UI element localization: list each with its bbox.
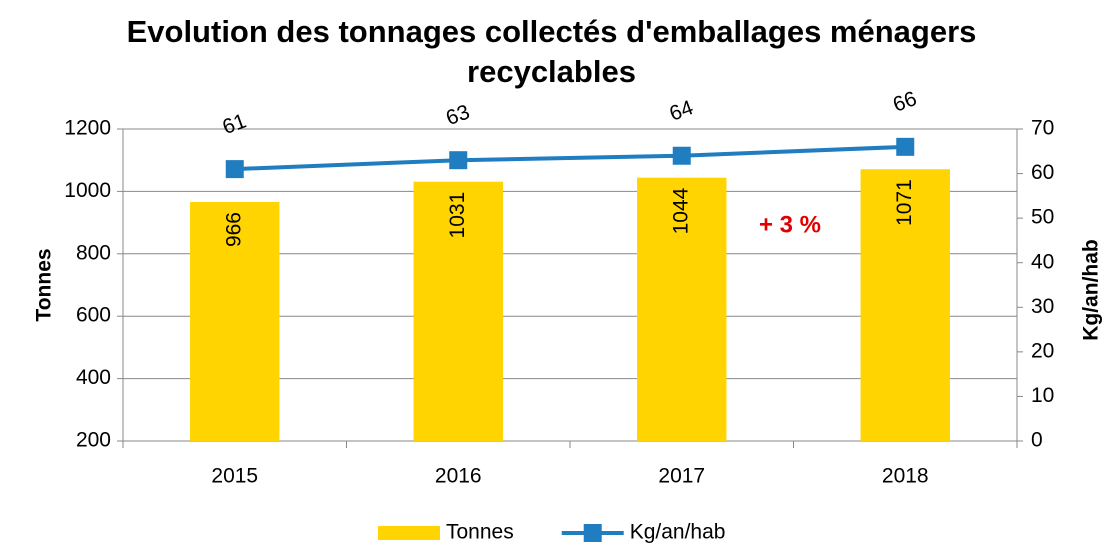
bar (860, 169, 950, 442)
legend-swatch (378, 526, 440, 540)
line (234, 144, 906, 172)
y-tick-label: 400 (76, 366, 111, 389)
line-marker (225, 160, 244, 179)
line-value-label: 61 (220, 109, 250, 139)
y-axis-label: Tonnes (33, 248, 56, 321)
annotation: + 3 % (759, 211, 821, 238)
x-tick-label: 2018 (882, 465, 929, 488)
y2-tick-label: 30 (1031, 295, 1054, 318)
chart-title: Evolution des tonnages collectés d'embal… (126, 14, 977, 89)
line-marker (449, 151, 468, 170)
x-tick-label: 2017 (658, 465, 705, 488)
bar (190, 202, 280, 441)
line-value-label: 63 (443, 101, 473, 131)
y-tick-label: 600 (76, 304, 111, 327)
bar-value-label: 1071 (893, 179, 916, 226)
line-value-label: 66 (890, 87, 920, 117)
y2-tick-label: 70 (1031, 117, 1054, 140)
legend-marker (583, 524, 602, 542)
y-tick-label: 1000 (64, 179, 111, 202)
chart-title-box: Evolution des tonnages collectés d'embal… (0, 12, 1103, 92)
bar-value-label: 1031 (446, 192, 469, 239)
x-tick-label: 2015 (211, 465, 258, 488)
y2-tick-label: 20 (1031, 339, 1054, 362)
y2-tick-label: 0 (1031, 429, 1043, 452)
y2-tick-label: 40 (1031, 250, 1054, 273)
line-marker (896, 137, 915, 156)
y2-tick-label: 10 (1031, 384, 1054, 407)
bar-value-label: 1044 (669, 187, 692, 234)
bar (637, 177, 727, 441)
bar-value-label: 966 (222, 212, 245, 247)
line-marker (672, 146, 691, 165)
y-tick-label: 800 (76, 241, 111, 264)
y2-axis-label: Kg/an/hab (1080, 239, 1103, 341)
y2-tick-label: 50 (1031, 206, 1054, 229)
bar (413, 181, 503, 441)
y2-tick-label: 60 (1031, 161, 1054, 184)
y-tick-label: 200 (76, 429, 111, 452)
line-value-label: 64 (667, 96, 697, 126)
y-tick-label: 1200 (64, 117, 111, 140)
legend-label: Tonnes (446, 521, 514, 544)
x-tick-label: 2016 (435, 465, 482, 488)
legend-label: Kg/an/hab (630, 521, 726, 544)
